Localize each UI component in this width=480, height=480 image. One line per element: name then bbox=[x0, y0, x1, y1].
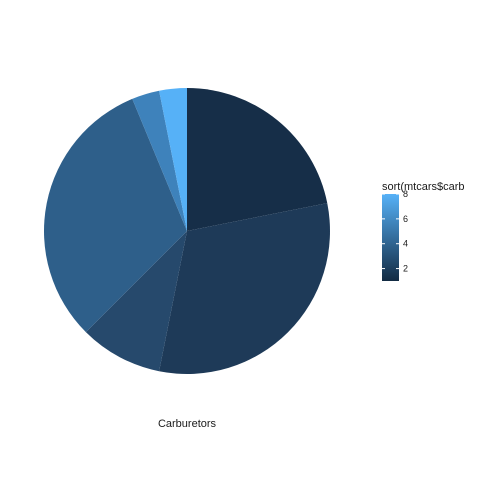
legend-tick-label: 2 bbox=[403, 264, 408, 274]
pie-slice-carb-6 bbox=[132, 90, 187, 231]
pie-slice-carb-8 bbox=[159, 88, 187, 231]
legend-tick-label: 4 bbox=[403, 239, 408, 249]
legend-title: sort(mtcars$carb bbox=[382, 181, 465, 193]
x-axis-title: Carburetors bbox=[158, 418, 217, 430]
legend-ticks: 2 4 6 8 bbox=[382, 189, 408, 274]
pie-slice-carb-3 bbox=[85, 231, 187, 372]
legend-tick-label: 6 bbox=[403, 214, 408, 224]
pie-slice-carb-1 bbox=[187, 88, 328, 231]
pie-slice-carb-2 bbox=[159, 203, 330, 374]
legend: sort(mtcars$carb 2 4 6 8 bbox=[382, 181, 465, 281]
pie-slice-carb-4 bbox=[43, 98, 187, 333]
legend-tick-label: 8 bbox=[403, 189, 408, 199]
pie-slices bbox=[43, 88, 330, 374]
legend-colorbar bbox=[382, 194, 399, 281]
